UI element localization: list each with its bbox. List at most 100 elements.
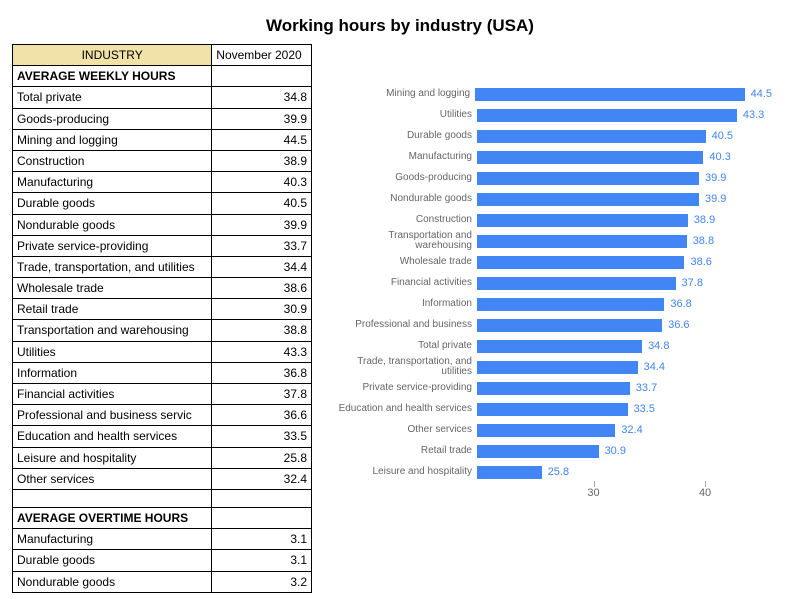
row-value: 3.2 xyxy=(212,571,312,592)
bar-value: 30.9 xyxy=(599,445,626,457)
data-table: INDUSTRY November 2020 AVERAGE WEEKLY HO… xyxy=(12,44,312,593)
page-title: Working hours by industry (USA) xyxy=(0,0,800,44)
row-label: Retail trade xyxy=(13,299,212,320)
bar-row: Professional and business36.6 xyxy=(332,315,772,335)
bar-label: Other services xyxy=(332,425,477,435)
page-root: Working hours by industry (USA) INDUSTRY… xyxy=(0,0,800,599)
bar-row: Construction38.9 xyxy=(332,210,772,230)
row-value: 3.1 xyxy=(212,550,312,571)
bar xyxy=(477,298,664,311)
bar-value: 43.3 xyxy=(737,109,764,121)
bar-value: 39.9 xyxy=(699,193,726,205)
axis-tick-label: 40 xyxy=(699,487,711,499)
row-value: 38.6 xyxy=(212,278,312,299)
section-header-cell: AVERAGE WEEKLY HOURS xyxy=(13,66,212,87)
table-row: Durable goods40.5 xyxy=(13,193,312,214)
bar-label: Mining and logging xyxy=(332,89,475,99)
bar-row: Retail trade 30.9 xyxy=(332,441,772,461)
row-label: Wholesale trade xyxy=(13,278,212,299)
row-label: Financial activities xyxy=(13,384,212,405)
bar-label: Durable goods xyxy=(332,131,477,141)
bar-label: Wholesale trade xyxy=(332,257,477,267)
bar xyxy=(477,172,699,185)
bar-label: Education and health services xyxy=(332,404,477,414)
row-label: Nondurable goods xyxy=(13,571,212,592)
table-row: Other services32.4 xyxy=(13,468,312,489)
table-row: Wholesale trade38.6 xyxy=(13,278,312,299)
row-value: 32.4 xyxy=(212,468,312,489)
bar xyxy=(477,235,687,248)
table-row: Professional and business servic36.6 xyxy=(13,405,312,426)
table-row: Goods-producing39.9 xyxy=(13,108,312,129)
table-section-header-row: AVERAGE WEEKLY HOURS xyxy=(13,66,312,87)
bar-row: Mining and logging44.5 xyxy=(332,84,772,104)
bar xyxy=(475,88,745,101)
row-value: 38.9 xyxy=(212,150,312,171)
section-header-empty xyxy=(212,507,312,528)
bar-value: 25.8 xyxy=(542,466,569,478)
bar-label: Manufacturing xyxy=(332,152,477,162)
bar xyxy=(477,445,599,458)
bar-row: Nondurable goods39.9 xyxy=(332,189,772,209)
row-label: Durable goods xyxy=(13,550,212,571)
row-label: Goods-producing xyxy=(13,108,212,129)
row-value: 39.9 xyxy=(212,108,312,129)
bar-label: Trade, transportation, and utilities xyxy=(332,357,477,377)
table-section-header-row: AVERAGE OVERTIME HOURS xyxy=(13,507,312,528)
row-value: 33.7 xyxy=(212,235,312,256)
bar-row: Private service-providing33.7 xyxy=(332,378,772,398)
section-header-cell: AVERAGE OVERTIME HOURS xyxy=(13,507,212,528)
row-value: 33.5 xyxy=(212,426,312,447)
row-label: Trade, transportation, and utilities xyxy=(13,256,212,277)
row-value: 3.1 xyxy=(212,529,312,550)
bar xyxy=(477,319,662,332)
row-label: Manufacturing xyxy=(13,529,212,550)
bar-value: 38.6 xyxy=(684,256,711,268)
bar-label: Goods-producing xyxy=(332,173,477,183)
row-label: Construction xyxy=(13,150,212,171)
bar-label: Total private xyxy=(332,341,477,351)
row-value: 25.8 xyxy=(212,447,312,468)
bar-label: Private service-providing xyxy=(332,383,477,393)
bar-value: 33.5 xyxy=(628,403,655,415)
data-table-wrap: INDUSTRY November 2020 AVERAGE WEEKLY HO… xyxy=(12,44,312,593)
bar-row: Transportation and warehousing38.8 xyxy=(332,231,772,251)
row-value: 36.8 xyxy=(212,362,312,383)
blank-cell xyxy=(13,489,212,507)
row-value: 43.3 xyxy=(212,341,312,362)
bar-value: 38.9 xyxy=(688,214,715,226)
bar-label: Financial activities xyxy=(332,278,477,288)
bar-value: 40.3 xyxy=(703,151,730,163)
bar xyxy=(477,109,737,122)
bar xyxy=(477,424,615,437)
bar xyxy=(477,403,628,416)
bar-row: Wholesale trade 38.6 xyxy=(332,252,772,272)
bar xyxy=(477,466,542,479)
bar-value: 36.6 xyxy=(662,319,689,331)
table-row: Construction38.9 xyxy=(13,150,312,171)
row-label: Durable goods xyxy=(13,193,212,214)
table-row: Utilities43.3 xyxy=(13,341,312,362)
row-label: Total private xyxy=(13,87,212,108)
bar-label: Transportation and warehousing xyxy=(332,231,477,251)
table-row: Manufacturing40.3 xyxy=(13,172,312,193)
x-axis: 3040 xyxy=(482,487,772,507)
row-label: Professional and business servic xyxy=(13,405,212,426)
row-value: 37.8 xyxy=(212,384,312,405)
header-industry: INDUSTRY xyxy=(13,45,212,66)
bar-label: Retail trade xyxy=(332,446,477,456)
row-value: 34.4 xyxy=(212,256,312,277)
row-label: Leisure and hospitality xyxy=(13,447,212,468)
bar-row: Durable goods 40.5 xyxy=(332,126,772,146)
bar xyxy=(477,151,703,164)
table-header-row: INDUSTRY November 2020 xyxy=(13,45,312,66)
bar-value: 40.5 xyxy=(706,130,733,142)
table-row: Retail trade30.9 xyxy=(13,299,312,320)
bar xyxy=(477,340,642,353)
table-row: Manufacturing3.1 xyxy=(13,529,312,550)
row-label: Private service-providing xyxy=(13,235,212,256)
bar xyxy=(477,256,684,269)
bar-value: 37.8 xyxy=(676,277,703,289)
table-row: Leisure and hospitality25.8 xyxy=(13,447,312,468)
row-label: Nondurable goods xyxy=(13,214,212,235)
